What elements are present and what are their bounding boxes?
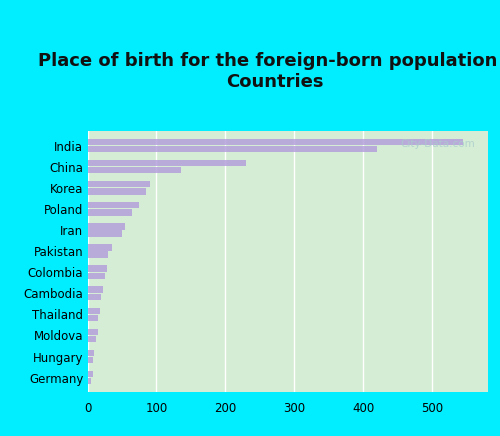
Bar — [88, 378, 91, 385]
Bar — [88, 146, 377, 152]
Bar — [88, 294, 102, 300]
Bar — [88, 272, 104, 279]
Bar — [88, 266, 107, 272]
Bar — [88, 188, 146, 194]
Bar — [88, 336, 96, 342]
Text: Place of birth for the foreign-born population -
Countries: Place of birth for the foreign-born popu… — [38, 52, 500, 91]
Bar — [88, 181, 150, 187]
Bar — [88, 357, 93, 363]
Bar — [88, 167, 180, 174]
Bar — [88, 223, 126, 229]
Bar — [88, 350, 94, 356]
Bar — [88, 244, 112, 251]
Bar — [88, 230, 122, 237]
Bar — [88, 209, 132, 216]
Text: City-Data.com: City-Data.com — [401, 139, 475, 149]
Bar — [88, 307, 100, 314]
Bar — [88, 252, 108, 258]
Bar — [88, 286, 102, 293]
Bar — [88, 329, 98, 335]
Bar — [88, 315, 98, 321]
Bar — [88, 160, 246, 166]
Bar — [88, 139, 464, 145]
Bar — [88, 371, 93, 377]
Bar — [88, 202, 139, 208]
